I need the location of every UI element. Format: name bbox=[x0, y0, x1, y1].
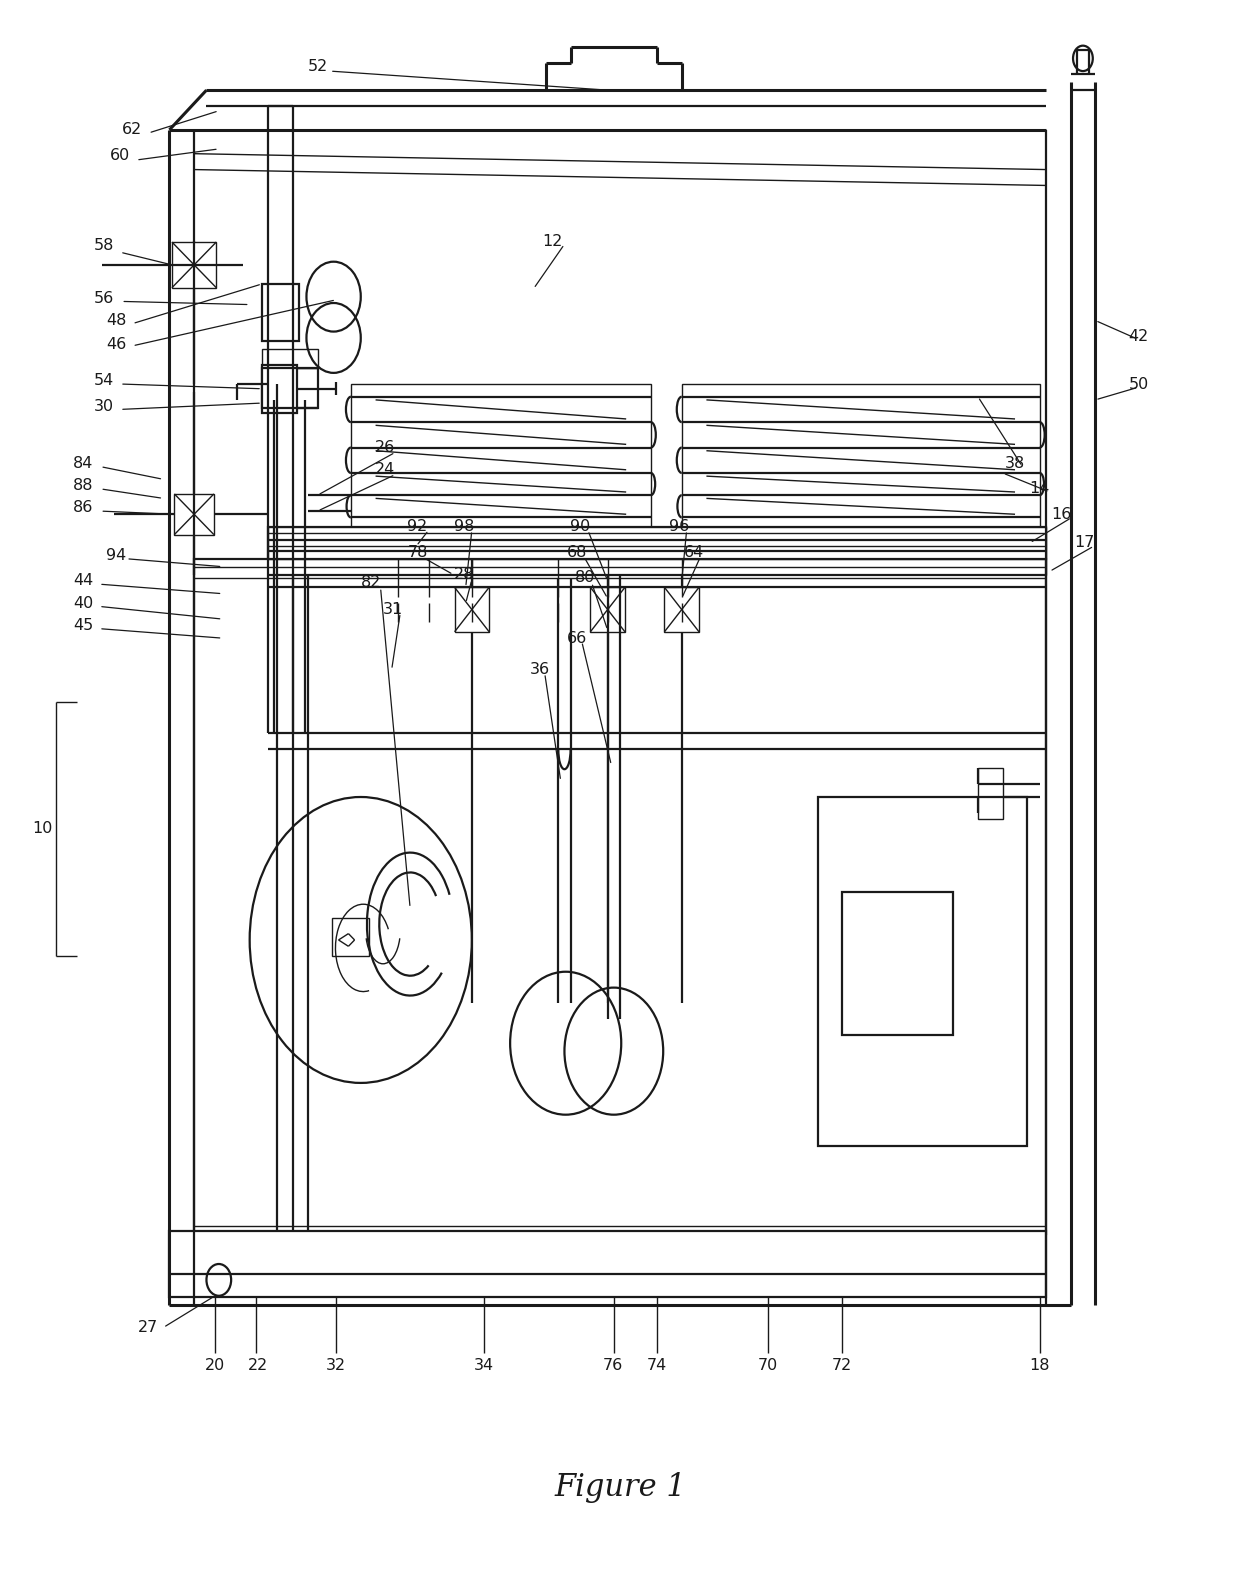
Text: 44: 44 bbox=[73, 574, 93, 588]
Text: 78: 78 bbox=[408, 545, 428, 559]
Text: Figure 1: Figure 1 bbox=[554, 1473, 686, 1503]
Text: 34: 34 bbox=[474, 1358, 495, 1372]
Text: 28: 28 bbox=[454, 567, 475, 582]
Text: 31: 31 bbox=[383, 603, 403, 617]
Text: 18: 18 bbox=[1029, 1358, 1050, 1372]
Text: 88: 88 bbox=[73, 478, 93, 493]
Bar bbox=[351, 384, 651, 531]
Bar bbox=[682, 384, 1039, 531]
Bar bbox=[842, 893, 954, 1035]
Bar bbox=[172, 242, 216, 289]
Text: 24: 24 bbox=[376, 462, 396, 477]
Bar bbox=[175, 494, 213, 534]
Text: 96: 96 bbox=[670, 520, 689, 534]
Text: 20: 20 bbox=[205, 1358, 226, 1372]
Bar bbox=[262, 349, 317, 368]
Text: 26: 26 bbox=[376, 440, 396, 454]
Text: 36: 36 bbox=[529, 663, 549, 677]
Text: 46: 46 bbox=[107, 336, 126, 352]
Text: 84: 84 bbox=[73, 456, 93, 470]
Bar bbox=[170, 1231, 1045, 1298]
Text: 30: 30 bbox=[94, 398, 114, 414]
Text: 16: 16 bbox=[1052, 507, 1073, 521]
Text: 98: 98 bbox=[454, 520, 475, 534]
Text: 94: 94 bbox=[107, 548, 126, 563]
Text: 45: 45 bbox=[73, 618, 93, 633]
Text: 12: 12 bbox=[542, 234, 562, 249]
Bar bbox=[590, 587, 625, 631]
Text: 72: 72 bbox=[832, 1358, 852, 1372]
Text: 60: 60 bbox=[110, 148, 130, 163]
Text: 58: 58 bbox=[94, 239, 114, 253]
Text: 82: 82 bbox=[361, 575, 381, 590]
Bar bbox=[455, 587, 489, 631]
Text: 48: 48 bbox=[107, 312, 126, 328]
Bar bbox=[268, 528, 1045, 559]
Text: 17: 17 bbox=[1074, 536, 1095, 550]
Text: 56: 56 bbox=[94, 290, 114, 306]
Text: 32: 32 bbox=[326, 1358, 346, 1372]
Bar bbox=[665, 587, 699, 631]
Text: 92: 92 bbox=[408, 520, 428, 534]
Bar bbox=[978, 768, 1003, 819]
Bar bbox=[268, 528, 1045, 574]
Text: 52: 52 bbox=[308, 59, 327, 73]
Bar bbox=[262, 368, 317, 408]
Text: 42: 42 bbox=[1128, 328, 1148, 344]
Bar bbox=[817, 797, 1028, 1146]
Text: 14: 14 bbox=[1029, 481, 1050, 496]
Text: 90: 90 bbox=[570, 520, 590, 534]
Bar bbox=[262, 365, 296, 413]
Text: 27: 27 bbox=[139, 1320, 159, 1336]
Text: 38: 38 bbox=[1004, 456, 1025, 470]
Text: 40: 40 bbox=[73, 596, 93, 611]
Text: 66: 66 bbox=[567, 631, 587, 646]
Text: 70: 70 bbox=[758, 1358, 779, 1372]
Text: 62: 62 bbox=[123, 123, 143, 137]
Text: 64: 64 bbox=[684, 545, 704, 559]
Bar bbox=[195, 559, 1045, 1234]
Bar bbox=[262, 284, 299, 341]
Text: 22: 22 bbox=[248, 1358, 268, 1372]
Text: 76: 76 bbox=[603, 1358, 622, 1372]
Text: 50: 50 bbox=[1128, 376, 1148, 392]
Text: 10: 10 bbox=[32, 821, 52, 837]
Bar bbox=[332, 918, 370, 956]
Text: 80: 80 bbox=[575, 571, 595, 585]
Text: 74: 74 bbox=[647, 1358, 667, 1372]
Text: 86: 86 bbox=[73, 501, 93, 515]
Text: 68: 68 bbox=[567, 545, 587, 559]
Text: 54: 54 bbox=[94, 373, 114, 389]
